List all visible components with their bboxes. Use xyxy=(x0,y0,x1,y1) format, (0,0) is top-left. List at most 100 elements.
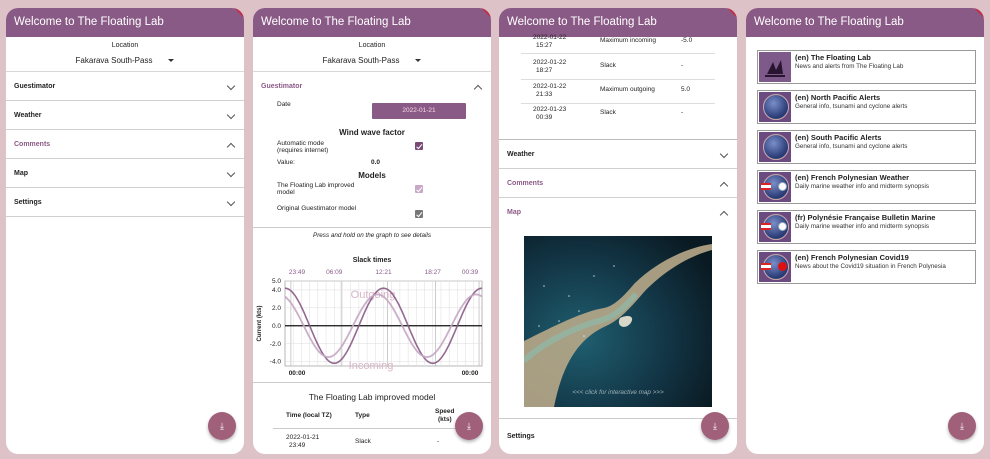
download-button[interactable]: ⤓ xyxy=(701,412,729,440)
feed-item-fp-covid[interactable]: (en) French Polynesian Covid19 News abou… xyxy=(757,250,976,284)
row-time: 15:27 xyxy=(536,42,553,49)
section-comments[interactable]: Comments xyxy=(6,130,244,159)
flag-icon xyxy=(761,183,771,190)
section-label: Comments xyxy=(14,141,51,148)
improved-table-title: The Floating Lab improved model xyxy=(308,392,436,402)
divider xyxy=(6,71,244,72)
feed-title: (en) South Pacific Alerts xyxy=(795,133,882,142)
chevron-up-icon xyxy=(473,84,483,94)
divider xyxy=(499,418,737,419)
flag-globe-icon xyxy=(759,172,791,202)
atoll-image xyxy=(524,236,712,407)
download-icon: ⤓ xyxy=(467,421,471,431)
section-guestimator[interactable]: Guestimator xyxy=(6,72,244,101)
row-date: 2022-01-21 xyxy=(286,434,320,441)
x-tick-label: 00:00 xyxy=(289,370,306,377)
download-button[interactable]: ⤓ xyxy=(455,412,483,440)
feed-title: (en) The Floating Lab xyxy=(795,53,871,62)
section-label: Settings xyxy=(507,433,535,440)
location-dropdown[interactable]: Fakarava South-Pass xyxy=(6,56,244,65)
y-tick-label: -4.0 xyxy=(270,359,282,366)
download-icon: ⤓ xyxy=(960,421,964,431)
debug-banner xyxy=(234,8,244,18)
section-settings[interactable]: Settings xyxy=(499,422,737,451)
chevron-up-icon xyxy=(226,142,236,152)
map-image[interactable]: <<< click for interactive map >>> xyxy=(524,236,712,407)
virus-icon xyxy=(778,262,787,271)
feed-item-north-pacific[interactable]: (en) North Pacific Alerts General info, … xyxy=(757,90,976,124)
feed-title: (en) French Polynesian Weather xyxy=(795,173,910,182)
feed-item-fp-weather[interactable]: (en) French Polynesian Weather Daily mar… xyxy=(757,170,976,204)
floating-lab-logo-icon xyxy=(759,52,791,82)
app-title: Welcome to The Floating Lab xyxy=(14,16,164,28)
row-speed: - xyxy=(681,109,684,116)
feed-title: (en) French Polynesian Covid19 xyxy=(795,253,909,262)
x-tick-label: 00:00 xyxy=(462,370,479,377)
section-label: Map xyxy=(14,170,28,177)
slack-times-chart[interactable]: Slack times 23:49 06:09 12:21 18:27 00:39 5.0 4… xyxy=(253,253,491,383)
caret-down-icon xyxy=(168,59,175,63)
section-settings[interactable]: Settings xyxy=(6,188,244,217)
section-comments[interactable]: Comments xyxy=(499,169,737,198)
location-dropdown[interactable]: Fakarava South-Pass xyxy=(253,56,491,65)
debug-banner xyxy=(974,8,984,18)
divider xyxy=(521,53,715,54)
globe-image xyxy=(763,94,789,120)
section-label: Map xyxy=(507,209,521,216)
feed-desc: General info, tsunami and cyclone alerts xyxy=(795,143,908,150)
auto-mode-checkbox[interactable] xyxy=(415,142,423,150)
section-weather[interactable]: Weather xyxy=(6,101,244,130)
row-type: Slack xyxy=(600,62,616,69)
row-speed: - xyxy=(437,438,440,445)
model-improved-checkbox[interactable] xyxy=(415,185,423,193)
section-map[interactable]: Map xyxy=(499,198,737,227)
divider xyxy=(253,71,491,72)
debug-banner xyxy=(481,8,491,18)
screen-home-collapsed: Welcome to The Floating Lab Location Fak… xyxy=(6,8,244,454)
download-button[interactable]: ⤓ xyxy=(948,412,976,440)
section-weather[interactable]: Weather xyxy=(499,140,737,169)
section-label: Comments xyxy=(507,180,544,187)
slack-time-label: 00:39 xyxy=(462,269,479,276)
flag-globe-icon xyxy=(759,212,791,242)
graph-hint: Press and hold on the graph to see detai… xyxy=(313,232,431,239)
feed-desc: News and alerts from The Floating Lab xyxy=(795,63,904,70)
row-type: Slack xyxy=(600,109,616,116)
row-type: Slack xyxy=(355,438,371,445)
flag-icon xyxy=(761,263,771,270)
location-value: Fakarava South-Pass xyxy=(75,56,153,65)
screen-map: Welcome to The Floating Lab 2022-01-22 1… xyxy=(499,8,737,454)
value-label: Value: xyxy=(277,159,295,166)
feed-item-floating-lab[interactable]: (en) The Floating Lab News and alerts fr… xyxy=(757,50,976,84)
row-time: 21:33 xyxy=(536,91,553,98)
wind-wave-title: Wind wave factor xyxy=(339,128,405,137)
model-original-checkbox[interactable] xyxy=(415,210,423,218)
header-type: Type xyxy=(355,412,370,419)
y-tick-label: 0.0 xyxy=(272,323,281,330)
section-map[interactable]: Map xyxy=(6,159,244,188)
divider xyxy=(253,382,491,383)
chevron-down-icon xyxy=(226,168,236,178)
feed-item-fp-bulletin[interactable]: (fr) Polynésie Française Bulletin Marine… xyxy=(757,210,976,244)
row-speed: -5.0 xyxy=(681,37,693,44)
header-speed-unit: (kts) xyxy=(438,416,452,423)
chevron-down-icon xyxy=(719,149,729,159)
row-type: Maximum outgoing xyxy=(600,86,655,93)
globe-icon xyxy=(759,132,791,162)
download-icon: ⤓ xyxy=(713,421,717,431)
feed-desc: General info, tsunami and cyclone alerts xyxy=(795,103,908,110)
row-speed: 5.0 xyxy=(681,86,691,93)
date-label: Date xyxy=(277,101,291,108)
location-label: Location xyxy=(111,42,139,49)
slack-time-label: 06:09 xyxy=(326,269,343,276)
download-button[interactable]: ⤓ xyxy=(208,412,236,440)
weather-icon xyxy=(778,222,787,231)
divider xyxy=(521,103,715,104)
feed-item-south-pacific[interactable]: (en) South Pacific Alerts General info, … xyxy=(757,130,976,164)
location-value: Fakarava South-Pass xyxy=(322,56,400,65)
app-bar: Welcome to The Floating Lab xyxy=(253,8,491,37)
app-title: Welcome to The Floating Lab xyxy=(261,16,411,28)
section-guestimator[interactable]: Guestimator xyxy=(253,72,491,101)
screen-guestimator: Welcome to The Floating Lab Location Fak… xyxy=(253,8,491,454)
date-picker-button[interactable]: 2022-01-21 xyxy=(372,103,466,119)
